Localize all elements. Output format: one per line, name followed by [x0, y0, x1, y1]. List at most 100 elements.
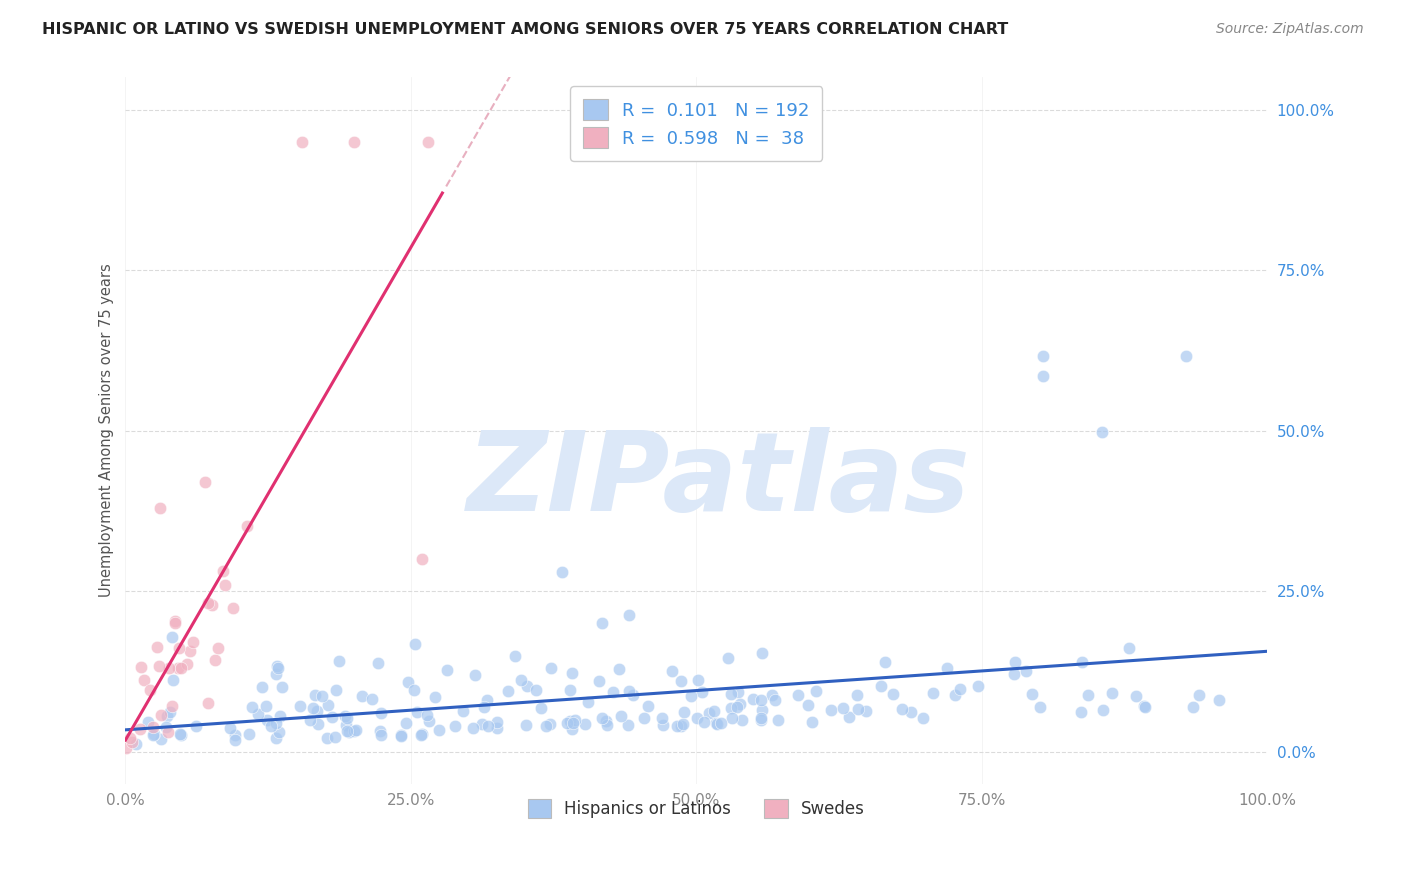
Point [692, 715, 714, 730]
Point [149, 500, 172, 515]
Point [576, 695, 599, 709]
Point [118, 731, 141, 745]
Point [665, 719, 688, 733]
Point [617, 718, 640, 732]
Point [238, 727, 260, 741]
Point [703, 704, 725, 718]
Point [194, 475, 217, 489]
Point [316, 698, 339, 712]
Point [561, 665, 583, 680]
Point [207, 641, 229, 656]
Point [661, 664, 683, 678]
Point [148, 659, 170, 673]
Point [591, 711, 613, 725]
Point [672, 705, 695, 719]
Point [560, 714, 582, 729]
Y-axis label: Unemployment Among Seniors over 75 years: Unemployment Among Seniors over 75 years [100, 264, 114, 598]
Point [128, 722, 150, 736]
Point [911, 711, 934, 725]
Point [307, 717, 329, 731]
Point [496, 684, 519, 698]
Point [406, 705, 429, 719]
Point [588, 673, 610, 688]
Point [201, 598, 224, 612]
Point [686, 711, 709, 725]
Point [1032, 349, 1054, 363]
Point [150, 731, 173, 746]
Point [139, 683, 162, 698]
Point [742, 692, 765, 706]
Point [1002, 666, 1025, 681]
Point [1092, 703, 1115, 717]
Point [561, 722, 583, 736]
Point [222, 601, 245, 615]
Point [395, 716, 418, 731]
Point [882, 687, 904, 701]
Point [301, 701, 323, 715]
Point [167, 661, 190, 675]
Point [247, 706, 270, 721]
Point [224, 733, 246, 747]
Point [1070, 705, 1092, 719]
Point [595, 714, 617, 728]
Point [838, 710, 860, 724]
Point [557, 715, 579, 730]
Point [360, 692, 382, 706]
Point [727, 685, 749, 699]
Point [146, 640, 169, 654]
Legend: Hispanics or Latinos, Swedes: Hispanics or Latinos, Swedes [520, 792, 872, 825]
Point [214, 578, 236, 592]
Point [316, 731, 339, 745]
Point [725, 700, 748, 714]
Point [610, 709, 633, 723]
Point [464, 668, 486, 682]
Point [1132, 698, 1154, 713]
Point [1032, 369, 1054, 384]
Point [574, 716, 596, 731]
Point [181, 635, 204, 649]
Point [256, 713, 278, 727]
Point [411, 727, 433, 741]
Point [224, 728, 246, 742]
Point [787, 688, 810, 702]
Point [967, 680, 990, 694]
Point [1077, 688, 1099, 702]
Point [503, 648, 526, 663]
Point [204, 653, 226, 667]
Point [688, 673, 710, 687]
Point [219, 721, 242, 735]
Point [617, 608, 640, 623]
Point [516, 679, 538, 693]
Point [621, 689, 644, 703]
Point [477, 693, 499, 707]
Point [561, 716, 583, 731]
Point [720, 687, 742, 701]
Point [935, 661, 957, 675]
Point [197, 596, 219, 610]
Point [163, 615, 186, 630]
Point [343, 724, 366, 739]
Point [749, 711, 772, 725]
Point [1004, 655, 1026, 669]
Point [121, 734, 143, 748]
Point [1071, 655, 1094, 669]
Point [333, 708, 356, 723]
Point [157, 725, 180, 739]
Point [651, 717, 673, 731]
Point [304, 688, 326, 702]
Point [720, 701, 742, 715]
Point [118, 785, 141, 799]
Point [184, 719, 207, 733]
Point [530, 701, 553, 715]
Point [250, 680, 273, 694]
Point [564, 713, 586, 727]
Point [352, 689, 374, 703]
Point [763, 693, 786, 707]
Point [142, 726, 165, 740]
Point [855, 704, 877, 718]
Point [129, 659, 152, 673]
Point [336, 711, 359, 725]
Point [176, 657, 198, 671]
Point [156, 709, 179, 723]
Point [150, 707, 173, 722]
